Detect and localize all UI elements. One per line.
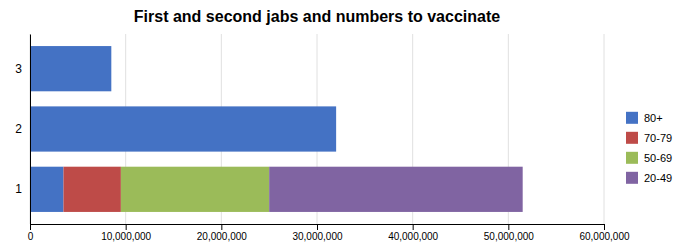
tick: 3 (15, 62, 30, 76)
tick: 10,000,000 (101, 224, 151, 242)
tick-label: 60,000,000 (579, 231, 629, 242)
bar (30, 46, 111, 91)
bars (30, 46, 523, 212)
tick: 1 (15, 182, 30, 196)
legend-label: 80+ (644, 112, 663, 124)
bar (336, 106, 337, 151)
plot: 0 10,000,000 20,000,000 30,000,000 40,000,00… (15, 34, 630, 242)
tick-mark (508, 224, 509, 230)
grid-line (604, 34, 605, 224)
tick-mark (604, 224, 605, 230)
series (121, 167, 269, 212)
legend-label: 70-79 (644, 132, 672, 144)
tick-label: 30,000,000 (292, 231, 342, 242)
legend-item: 20-49 (626, 172, 672, 184)
bar (111, 46, 112, 91)
tick-mark (126, 224, 127, 230)
tick: 40,000,000 (388, 224, 438, 242)
legend-label: 50-69 (644, 152, 672, 164)
tick: 2 (15, 122, 30, 136)
grid-line (30, 34, 31, 224)
grid (30, 34, 604, 224)
tick-label: 20,000,000 (197, 231, 247, 242)
tick-label: 1 (15, 182, 22, 196)
tick-label: 3 (15, 62, 22, 76)
tick-mark (413, 224, 414, 230)
legend-swatch (626, 112, 638, 124)
tick: 50,000,000 (484, 224, 534, 242)
legend-swatch (626, 152, 638, 164)
tick-label: 50,000,000 (484, 231, 534, 242)
axis-line (30, 35, 31, 225)
bar (30, 167, 63, 212)
tick-mark (317, 224, 318, 230)
chart: 0 10,000,000 20,000,000 30,000,000 40,000,00… (0, 0, 699, 250)
y-axis: 1 2 3 (15, 35, 30, 225)
bar (336, 106, 337, 151)
tick: 0 (28, 224, 34, 242)
tick-label: 0 (28, 231, 34, 242)
tick: 20,000,000 (197, 224, 247, 242)
tick-label: 10,000,000 (101, 231, 151, 242)
legend-label: 20-49 (644, 172, 672, 184)
legend-swatch (626, 132, 638, 144)
axis-line (31, 225, 605, 231)
tick-label: 40,000,000 (388, 231, 438, 242)
bar (111, 46, 112, 91)
tick: 30,000,000 (292, 224, 342, 242)
bar (121, 167, 269, 212)
bar (30, 106, 336, 151)
legend-item: 50-69 (626, 152, 672, 164)
series (269, 167, 523, 212)
bar (111, 46, 112, 91)
tick: 60,000,000 (579, 224, 629, 242)
tick-mark (221, 224, 222, 230)
tick-mark (30, 224, 31, 230)
legend-item: 80+ (626, 112, 663, 124)
bar (336, 106, 337, 151)
legend-item: 70-79 (626, 132, 672, 144)
bar (269, 167, 523, 212)
legend-swatch (626, 172, 638, 184)
legend: 80+ 70-79 50-69 20-49 (626, 112, 672, 184)
bar (63, 167, 120, 212)
series (63, 167, 120, 212)
x-axis: 0 10,000,000 20,000,000 30,000,000 40,000,00… (28, 224, 630, 242)
tick-label: 2 (15, 122, 22, 136)
title: First and second jabs and numbers to vac… (134, 8, 500, 25)
